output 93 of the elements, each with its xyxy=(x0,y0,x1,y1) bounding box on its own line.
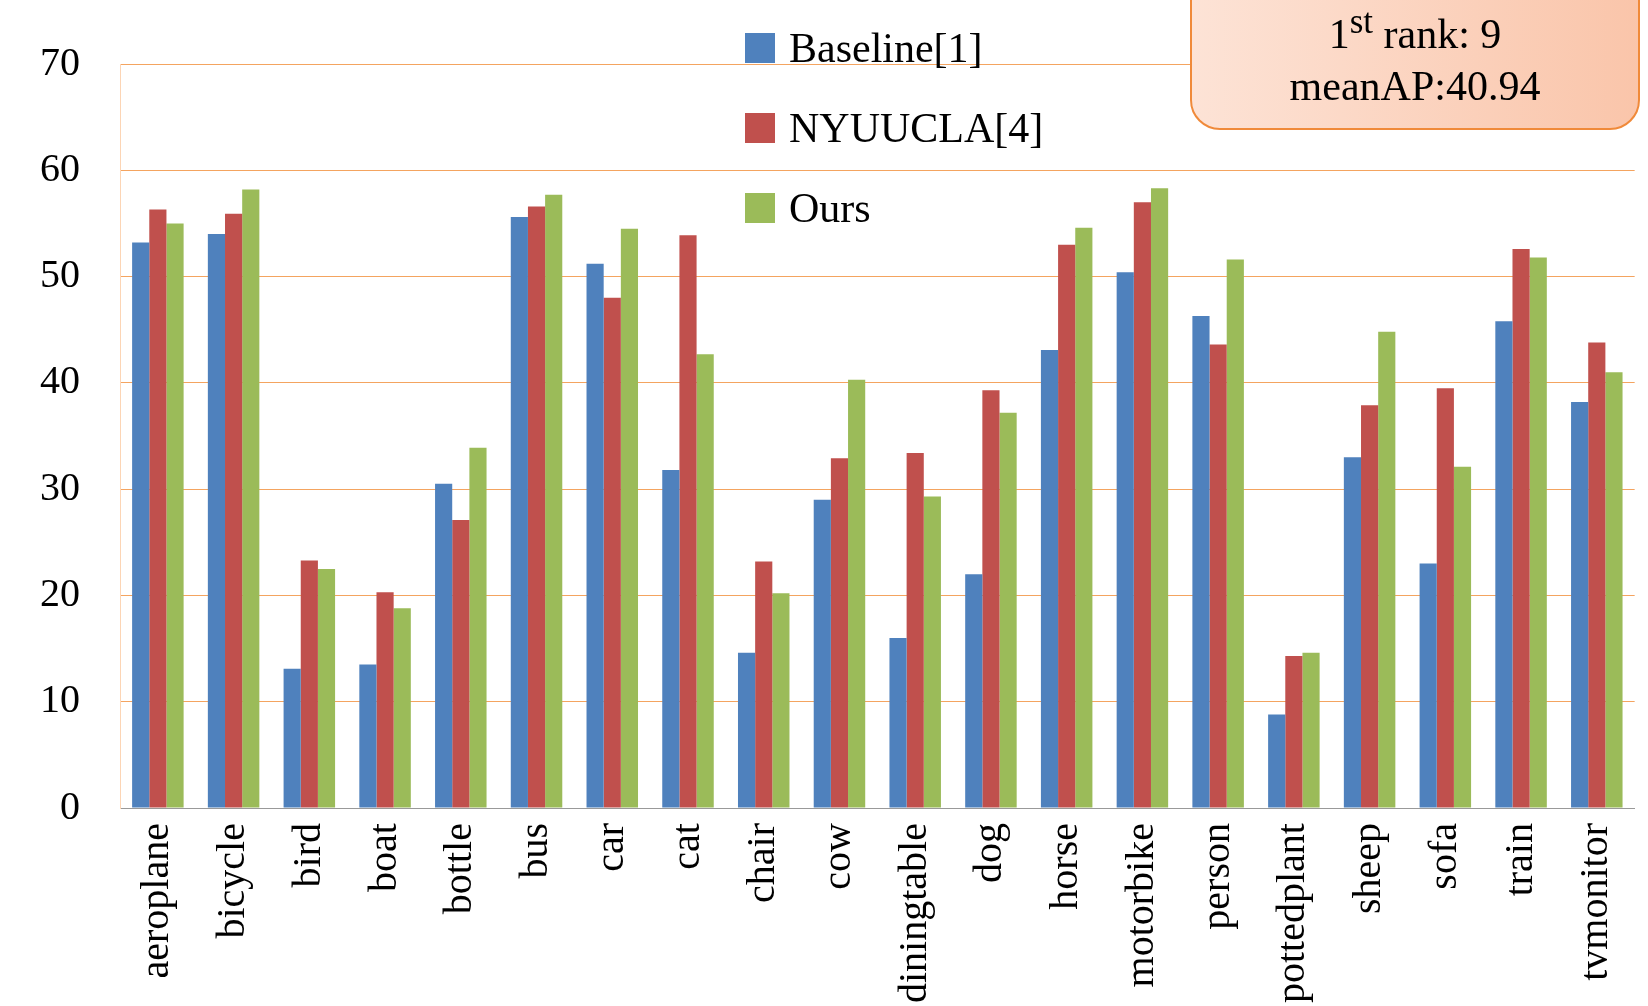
y-tick-label: 20 xyxy=(40,569,80,615)
x-tick-label: motorbike xyxy=(1116,823,1162,988)
bar xyxy=(737,652,756,808)
bar xyxy=(1116,272,1134,808)
bar xyxy=(283,668,301,808)
x-tick-label: cat xyxy=(662,823,708,870)
y-tick-label: 10 xyxy=(40,676,80,722)
x-tick-label: car xyxy=(586,823,632,872)
bar xyxy=(982,390,1000,808)
x-tick-label: chair xyxy=(738,823,784,903)
bar xyxy=(207,234,226,808)
x-tick-label: sheep xyxy=(1344,823,1390,915)
bar xyxy=(132,242,150,808)
bar xyxy=(999,412,1017,808)
bar xyxy=(1588,342,1606,808)
bar xyxy=(242,189,260,808)
bar xyxy=(225,213,243,808)
y-tick-label: 50 xyxy=(40,251,80,297)
bar xyxy=(166,223,184,808)
bar xyxy=(1605,372,1623,808)
y-tick-label: 0 xyxy=(60,782,80,828)
y-tick-label: 40 xyxy=(40,357,80,403)
bar xyxy=(469,447,487,808)
bar xyxy=(435,483,453,808)
bar xyxy=(813,499,831,808)
bar xyxy=(586,263,604,808)
legend-label: Baseline[1] xyxy=(789,24,983,73)
legend-label: Ours xyxy=(789,184,871,233)
bar xyxy=(965,574,983,808)
bar xyxy=(1133,202,1151,808)
bar xyxy=(317,568,336,808)
legend-label: NYUUCLA[4] xyxy=(789,104,1044,153)
bar xyxy=(1150,188,1169,808)
bar xyxy=(1209,344,1227,808)
bar xyxy=(1436,388,1454,808)
bar xyxy=(662,470,680,808)
bar xyxy=(1343,457,1362,808)
bar xyxy=(1192,315,1210,808)
bar xyxy=(1571,402,1589,808)
bar xyxy=(1302,652,1320,808)
bar xyxy=(1495,321,1513,808)
x-tick-label: bus xyxy=(511,823,557,879)
bar xyxy=(1285,656,1303,808)
bar xyxy=(755,561,773,808)
bar xyxy=(830,458,849,808)
x-tick-label: boat xyxy=(359,823,405,892)
bar xyxy=(906,453,924,808)
bar xyxy=(452,519,470,808)
bar xyxy=(376,592,394,808)
x-tick-label: sofa xyxy=(1419,822,1465,890)
bar xyxy=(1361,405,1379,808)
x-tick-label: train xyxy=(1495,823,1541,897)
bar xyxy=(393,608,411,808)
bar xyxy=(620,228,639,808)
annotation: meanAP:40.94 xyxy=(1288,62,1542,111)
bar xyxy=(889,637,907,808)
x-tick-label: aeroplane xyxy=(132,823,178,979)
bar xyxy=(1268,714,1286,808)
x-tick-label: dog xyxy=(965,823,1011,884)
y-tick-label: 60 xyxy=(40,144,80,190)
x-tick-label: bird xyxy=(283,823,329,888)
bar xyxy=(1453,466,1472,808)
bar xyxy=(545,194,563,808)
bar xyxy=(149,209,167,808)
x-tick-label: pottedplant xyxy=(1268,823,1314,1004)
callout-box: 1$^{st}$ rank: 9 meanAP:40.94 xyxy=(1190,0,1640,130)
x-tick-label: diningtable xyxy=(889,823,935,1004)
y-tick-label: 70 xyxy=(40,38,80,84)
bar xyxy=(300,560,318,808)
x-tick-label: person xyxy=(1192,823,1238,930)
bar xyxy=(1075,227,1093,808)
bar xyxy=(696,354,714,808)
bar xyxy=(1512,248,1530,808)
bar xyxy=(1529,257,1547,808)
bar xyxy=(527,206,546,808)
bar xyxy=(848,379,866,808)
x-tick-label: horse xyxy=(1041,823,1087,910)
bar xyxy=(1040,349,1059,808)
bar xyxy=(1378,331,1396,808)
bar xyxy=(603,297,621,808)
y-tick-label: 30 xyxy=(40,463,80,509)
x-tick-label: cow xyxy=(813,822,859,890)
bar xyxy=(923,496,941,808)
bar xyxy=(772,593,790,808)
bar xyxy=(1419,563,1437,808)
bar xyxy=(1226,259,1244,808)
bar xyxy=(510,217,528,808)
bar xyxy=(359,664,377,808)
x-tick-label: tvmonitor xyxy=(1571,823,1617,981)
bar xyxy=(679,235,697,808)
x-tick-label: bottle xyxy=(435,823,481,915)
bar xyxy=(1058,244,1076,808)
x-tick-label: bicycle xyxy=(208,823,254,939)
